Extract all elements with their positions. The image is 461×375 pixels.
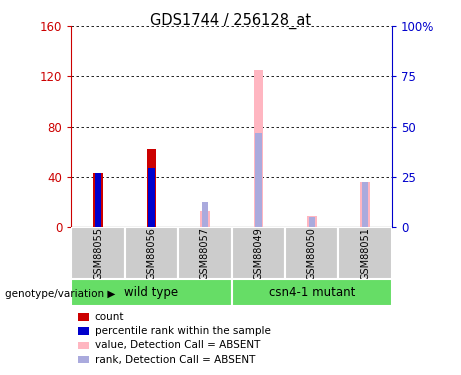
Bar <box>362 182 368 227</box>
Text: csn4-1 mutant: csn4-1 mutant <box>269 286 355 299</box>
Bar <box>254 70 263 227</box>
Bar <box>307 216 317 227</box>
Bar <box>255 133 261 227</box>
Text: GDS1744 / 256128_at: GDS1744 / 256128_at <box>150 13 311 29</box>
Bar <box>308 217 315 227</box>
Text: GSM88055: GSM88055 <box>93 226 103 280</box>
Text: value, Detection Call = ABSENT: value, Detection Call = ABSENT <box>95 340 260 350</box>
Bar <box>231 279 392 306</box>
Bar <box>361 182 370 227</box>
Text: genotype/variation ▶: genotype/variation ▶ <box>5 290 115 299</box>
Text: GSM88049: GSM88049 <box>254 227 263 279</box>
Text: GSM88050: GSM88050 <box>307 226 317 280</box>
Bar <box>95 173 101 227</box>
Bar <box>147 149 156 227</box>
Text: GSM88051: GSM88051 <box>360 226 370 280</box>
Bar <box>200 211 210 227</box>
Bar <box>125 227 178 279</box>
Text: wild type: wild type <box>124 286 178 299</box>
Bar <box>71 227 125 279</box>
Text: rank, Detection Call = ABSENT: rank, Detection Call = ABSENT <box>95 355 255 364</box>
Text: GSM88056: GSM88056 <box>147 226 157 280</box>
Bar <box>148 168 155 227</box>
Bar <box>93 173 103 227</box>
Bar <box>231 227 285 279</box>
Bar <box>285 227 338 279</box>
Bar <box>178 227 231 279</box>
Text: count: count <box>95 312 124 322</box>
Bar <box>338 227 392 279</box>
Bar <box>202 202 208 227</box>
Text: GSM88057: GSM88057 <box>200 226 210 280</box>
Text: percentile rank within the sample: percentile rank within the sample <box>95 326 271 336</box>
Bar <box>71 279 231 306</box>
